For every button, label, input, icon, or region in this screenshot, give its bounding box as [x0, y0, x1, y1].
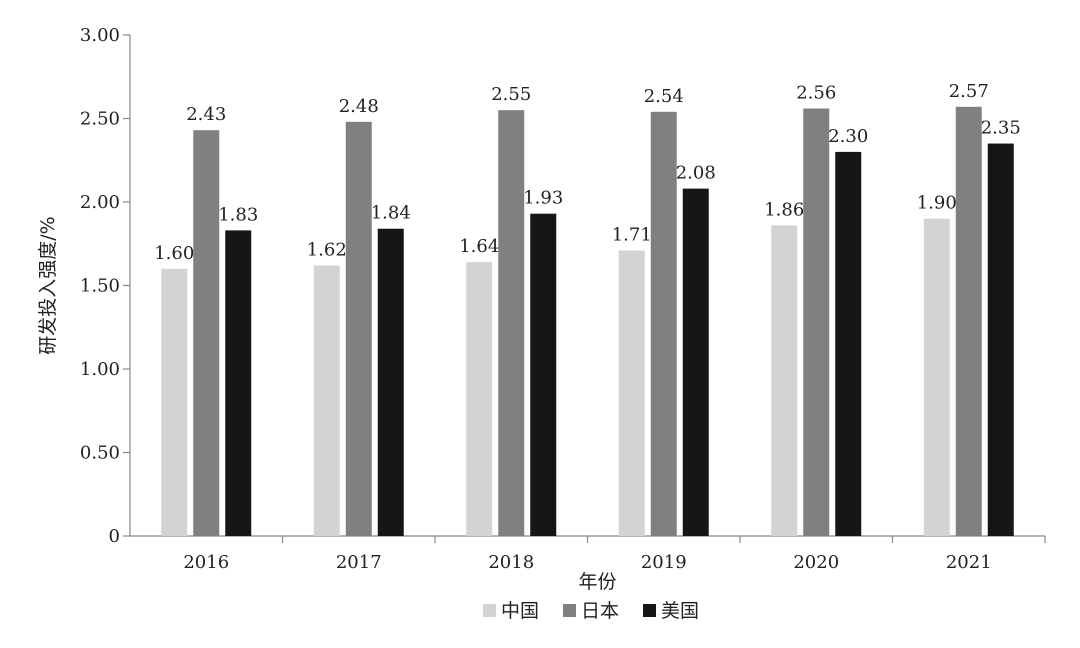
bar [498, 110, 525, 537]
data-label: 2.43 [186, 104, 226, 125]
y-axis-title: 研发投入强度/% [37, 216, 59, 354]
bar [161, 268, 188, 536]
data-label: 1.83 [218, 204, 258, 225]
x-tick-label: 2020 [793, 552, 839, 573]
x-tick-label: 2021 [946, 552, 992, 573]
legend-swatch [643, 604, 656, 617]
legend-label: 日本 [581, 600, 619, 622]
data-label: 2.48 [339, 96, 379, 117]
legend: 中国 日本 美国 [483, 600, 699, 622]
legend-label: 中国 [501, 600, 539, 622]
y-axis: 0 0.50 1.00 1.50 2.00 2.50 3.00 [80, 25, 131, 547]
bar [803, 108, 830, 536]
y-tick-label: 3.00 [80, 25, 120, 46]
legend-swatch [483, 604, 496, 617]
y-tick-label: 2.00 [80, 192, 120, 213]
data-labels: 1.60 2.43 1.83 1.62 2.48 1.84 1.64 2.55 1.93 1.71… [154, 81, 1021, 264]
data-label: 1.86 [764, 199, 804, 220]
bar [466, 262, 493, 536]
x-axis: 2016 2017 2018 2019 2020 2021 [130, 535, 1046, 573]
bar [313, 265, 340, 536]
x-tick-label: 2016 [183, 552, 229, 573]
bar [530, 213, 557, 536]
y-tick-label: 1.50 [80, 276, 120, 297]
bar [345, 121, 372, 536]
data-label: 1.93 [523, 188, 563, 209]
data-label: 2.56 [796, 82, 836, 103]
data-label: 1.84 [371, 203, 411, 224]
y-tick-label: 1.00 [80, 359, 120, 380]
x-tick-label: 2018 [488, 552, 534, 573]
data-label: 1.60 [154, 243, 194, 264]
bar [835, 151, 862, 536]
data-label: 1.71 [612, 224, 652, 245]
data-label: 1.62 [307, 239, 347, 260]
data-label: 1.90 [917, 193, 957, 214]
bars [161, 106, 1014, 537]
data-label: 2.54 [644, 86, 684, 107]
y-tick-label: 0 [109, 526, 120, 547]
legend-label: 美国 [661, 600, 699, 622]
bar [955, 106, 982, 536]
data-label: 1.64 [459, 236, 499, 257]
bar [923, 218, 950, 536]
x-tick-label: 2017 [336, 552, 382, 573]
bar [618, 250, 645, 536]
bar [650, 111, 677, 536]
data-label: 2.08 [676, 163, 716, 184]
bar [193, 130, 220, 536]
bar [771, 225, 798, 536]
bar [377, 228, 404, 536]
y-tick-label: 0.50 [80, 443, 120, 464]
legend-swatch [563, 604, 576, 617]
bar [682, 188, 709, 536]
x-tick-label: 2019 [641, 552, 687, 573]
data-label: 2.57 [949, 81, 989, 102]
bar [987, 143, 1014, 537]
y-tick-label: 2.50 [80, 109, 120, 130]
bar [225, 230, 252, 536]
x-axis-title: 年份 [578, 571, 616, 593]
data-label: 2.35 [981, 118, 1021, 139]
data-label: 2.30 [828, 126, 868, 147]
data-label: 2.55 [491, 84, 531, 105]
